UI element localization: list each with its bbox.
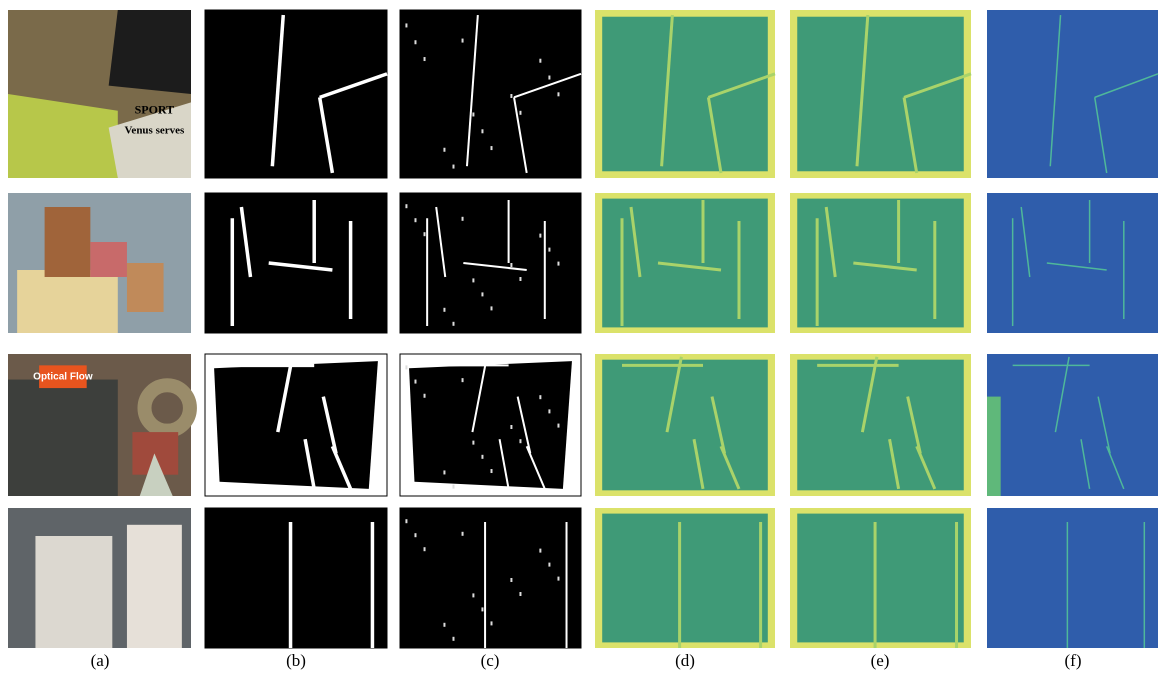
mask-noise: [452, 485, 454, 489]
mask-noise: [548, 248, 550, 252]
mask-noise: [405, 365, 407, 369]
mask-noise: [491, 146, 493, 150]
mask-noise: [510, 425, 512, 429]
mask-noise: [405, 204, 407, 208]
photo-region: [127, 263, 164, 312]
map: [987, 354, 1158, 496]
photo-region: [35, 536, 112, 648]
mask-noise: [557, 424, 559, 428]
photo-region: [8, 380, 118, 496]
mask-noise: [481, 607, 483, 611]
mask-noise: [414, 40, 416, 44]
mask-noise: [462, 39, 464, 43]
mask-noise: [452, 165, 454, 169]
mask-noise: [424, 394, 426, 398]
mask-noise: [481, 129, 483, 133]
mask-noise: [510, 578, 512, 582]
map-region: [797, 514, 964, 643]
mask-region: [214, 361, 378, 489]
map: [987, 508, 1158, 648]
mask-noise: [519, 277, 521, 281]
map-region: [797, 17, 964, 172]
mask-noise: [405, 519, 407, 523]
photo-text: Optical Flow: [33, 371, 93, 382]
panel-label: (d): [675, 651, 695, 670]
mask-noise: [539, 59, 541, 63]
mask-noise: [519, 439, 521, 443]
mask-noise: [510, 94, 512, 98]
mask-noise: [491, 621, 493, 625]
map-region: [602, 199, 768, 328]
mask-noise: [519, 592, 521, 596]
mask-noise: [443, 308, 445, 312]
map-region: [797, 360, 964, 491]
map: [987, 10, 1158, 178]
mask: [205, 10, 387, 178]
map-region: [602, 17, 768, 172]
panel-label: (b): [286, 651, 306, 670]
map-region: [987, 397, 1001, 496]
photo-text: SPORT: [135, 103, 175, 117]
mask: [400, 10, 581, 178]
mask-noise: [557, 577, 559, 581]
photo-region: [109, 10, 191, 94]
mask-noise: [443, 623, 445, 627]
mask-noise: [519, 111, 521, 115]
mask-noise: [557, 262, 559, 266]
mask-noise: [424, 547, 426, 551]
photo-region: [127, 525, 182, 648]
mask-noise: [539, 395, 541, 399]
mask-noise: [481, 455, 483, 459]
panel-label: (a): [91, 651, 110, 670]
mask-noise: [424, 232, 426, 236]
page: (a) (b) (c) (d) (e) (f) SPORT Venus serve…: [0, 0, 1160, 674]
mask-noise: [548, 409, 550, 413]
mask-noise: [405, 23, 407, 27]
mask-noise: [557, 92, 559, 96]
mask: [205, 508, 387, 648]
mask-noise: [443, 470, 445, 474]
mask-noise: [472, 278, 474, 282]
mask-noise: [414, 218, 416, 222]
figure: (a) (b) (c) (d) (e) (f) SPORT Venus serve…: [0, 0, 1160, 674]
mask-noise: [539, 549, 541, 553]
mask-noise: [462, 532, 464, 536]
photo-text: Venus serves: [125, 124, 186, 136]
mask-noise: [424, 57, 426, 61]
panel-label: (e): [871, 651, 890, 670]
mask-noise: [472, 593, 474, 597]
photo-region: [17, 270, 118, 333]
mask-noise: [472, 112, 474, 116]
mask-noise: [414, 533, 416, 537]
mask: [400, 508, 581, 648]
mask-noise: [443, 148, 445, 152]
mask-noise: [414, 380, 416, 384]
panel-label: (f): [1065, 651, 1082, 670]
mask-noise: [452, 322, 454, 326]
mask-noise: [472, 441, 474, 445]
mask-noise: [462, 378, 464, 382]
mask-noise: [462, 217, 464, 221]
mask-noise: [548, 76, 550, 80]
map-region: [602, 360, 768, 491]
mask-noise: [491, 469, 493, 473]
mask-noise: [491, 306, 493, 310]
map-region: [602, 514, 768, 643]
panel-label: (c): [481, 651, 500, 670]
mask-noise: [452, 637, 454, 641]
mask-noise: [539, 234, 541, 238]
map-region: [797, 199, 964, 328]
mask-noise: [481, 292, 483, 296]
photo-region: [90, 242, 127, 277]
photo-region: [45, 207, 91, 277]
mask-noise: [510, 263, 512, 267]
mask-noise: [548, 563, 550, 567]
